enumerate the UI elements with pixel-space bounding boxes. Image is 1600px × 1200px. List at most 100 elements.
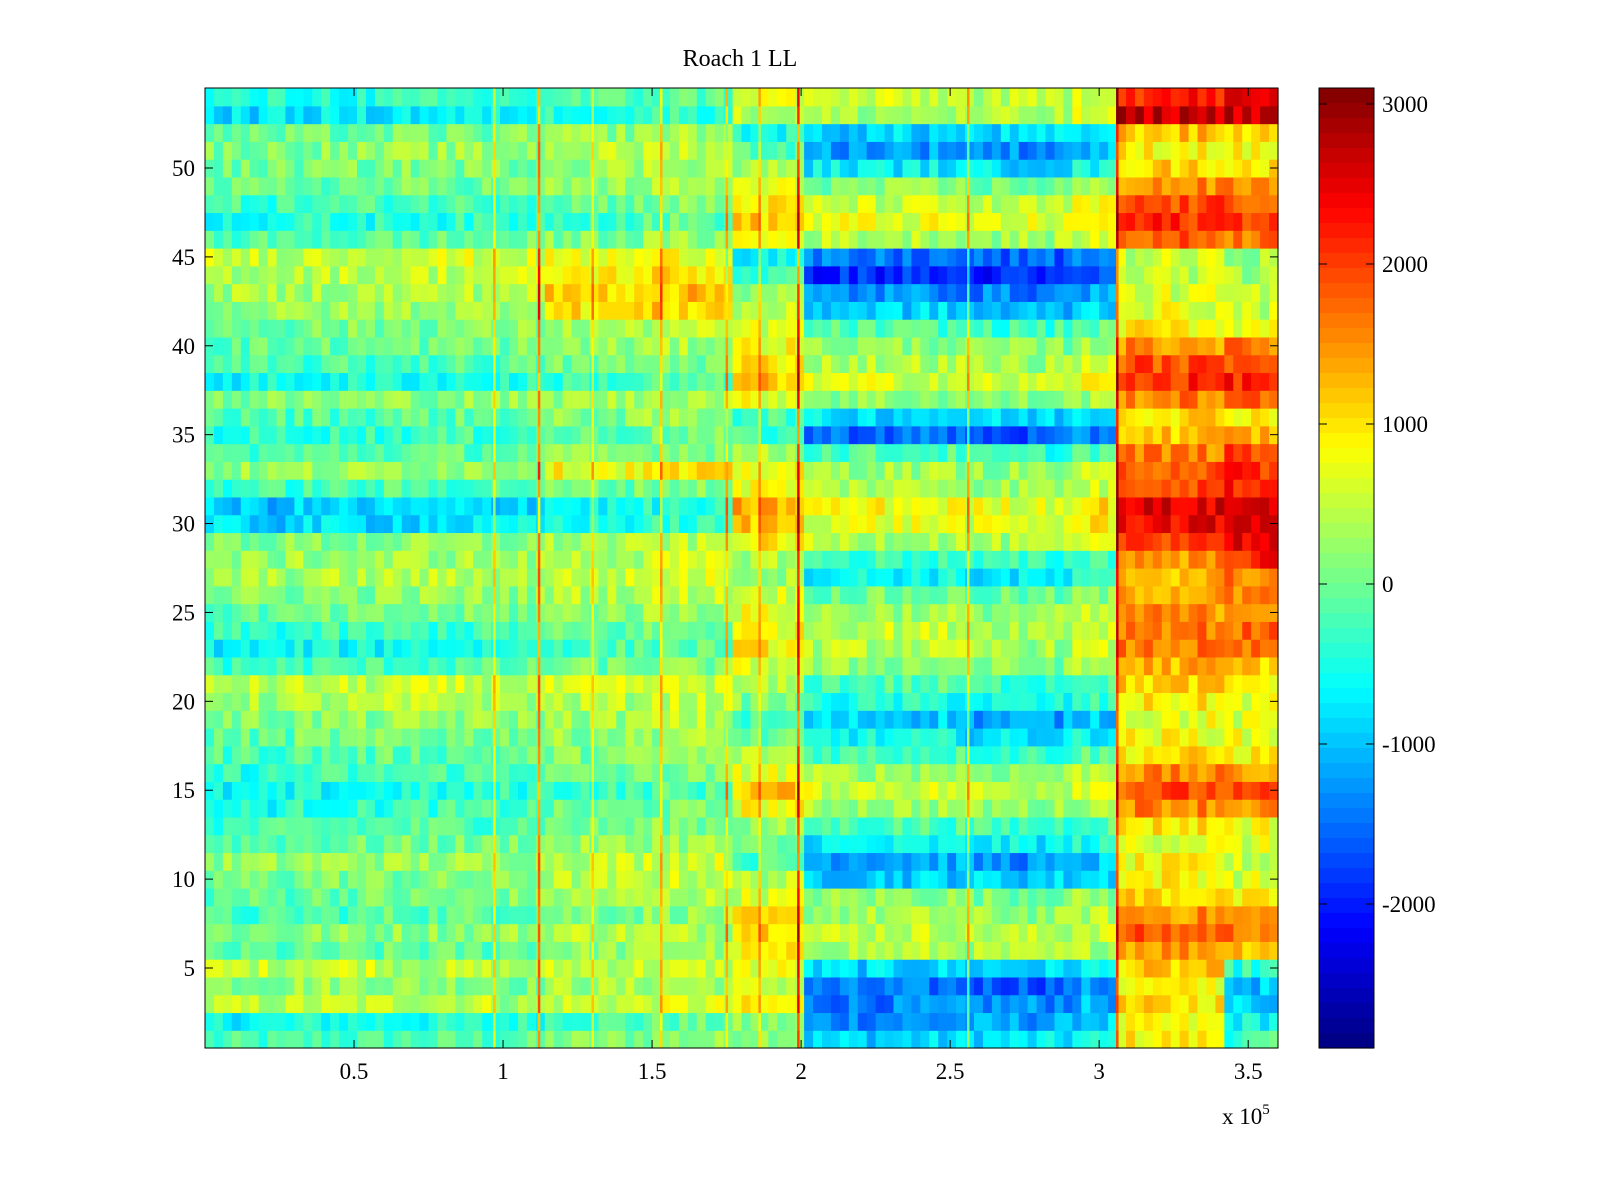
heatmap-cell [1045, 479, 1056, 498]
heatmap-cell [991, 372, 1002, 391]
heatmap-cell [678, 461, 689, 480]
heatmap-cell [562, 408, 573, 427]
heatmap-cell [965, 941, 975, 960]
heatmap-cell [804, 585, 814, 605]
heatmap-row [205, 496, 1279, 516]
heatmap-cell [777, 585, 787, 605]
heatmap-cell [1251, 941, 1261, 960]
heatmap-cell [1099, 603, 1109, 622]
heatmap-cell [240, 852, 251, 871]
heatmap-cell [938, 923, 948, 942]
heatmap-cell [1027, 408, 1038, 427]
heatmap-cell [1117, 408, 1127, 427]
heatmap-cell [339, 816, 349, 836]
heatmap-cell [813, 443, 823, 462]
heatmap-cell [1081, 319, 1091, 338]
heatmap-cell [938, 763, 948, 782]
heatmap-cell [1054, 568, 1064, 587]
heatmap-cell [777, 408, 787, 427]
heatmap-cell [482, 461, 492, 480]
heatmap-cell [544, 585, 555, 605]
heatmap-cell [643, 639, 653, 658]
heatmap-cell [804, 905, 814, 925]
heatmap-cell [696, 461, 707, 480]
heatmap-cell [687, 603, 698, 622]
heatmap-cell [1134, 941, 1145, 960]
heatmap-cell [911, 514, 921, 534]
heatmap-cell [348, 425, 358, 445]
heatmap-cell [616, 674, 626, 694]
heatmap-cell [777, 692, 787, 711]
heatmap-cell [240, 923, 251, 942]
heatmap-cell [982, 994, 993, 1014]
heatmap-cell [669, 959, 680, 978]
heatmap-cell [1045, 1030, 1056, 1049]
heatmap-cell [741, 336, 752, 356]
heatmap-cell [687, 532, 698, 551]
heatmap-cell [750, 728, 760, 747]
heatmap-cell [428, 621, 439, 640]
heatmap-cell [410, 728, 421, 747]
heatmap-cell [535, 781, 546, 800]
heatmap-cell [669, 354, 680, 374]
heatmap-row [205, 585, 1279, 605]
heatmap-cell [661, 425, 671, 445]
heatmap-cell [1125, 781, 1136, 800]
heatmap-cell [1027, 763, 1038, 782]
heatmap-cell [580, 568, 591, 587]
heatmap-cell [678, 834, 689, 854]
heatmap-cell [339, 888, 349, 907]
heatmap-cell [571, 870, 582, 889]
heatmap-cell [687, 745, 698, 765]
heatmap-cell [437, 354, 448, 374]
heatmap-cell [956, 514, 966, 534]
heatmap-cell [249, 621, 260, 640]
heatmap-cell [884, 692, 895, 711]
heatmap-cell [535, 994, 546, 1014]
heatmap-cell [1072, 585, 1082, 605]
heatmap-cell [741, 852, 752, 871]
heatmap-cell [1134, 319, 1145, 338]
heatmap-cell [741, 799, 752, 818]
heatmap-cell [464, 550, 474, 569]
heatmap-cell [696, 763, 707, 782]
heatmap-cell [759, 1030, 769, 1049]
heatmap-cell [795, 319, 805, 338]
heatmap-cell [848, 656, 859, 676]
heatmap-cell [1054, 319, 1064, 338]
heatmap-cell [276, 656, 287, 676]
heatmap-cell [1215, 674, 1225, 694]
heatmap-cell [419, 674, 430, 694]
heatmap-cell [643, 710, 653, 729]
heatmap-cell [330, 941, 340, 960]
heatmap-cell [625, 390, 635, 409]
heatmap-cell [571, 692, 582, 711]
heatmap-cell [419, 710, 430, 729]
heatmap-cell [401, 496, 412, 516]
heatmap-cell [312, 976, 322, 996]
heatmap-cell [598, 959, 608, 978]
heatmap-cell [464, 781, 474, 800]
heatmap-cell [1269, 585, 1279, 605]
heatmap-cell [240, 354, 251, 374]
heatmap-cell [383, 408, 394, 427]
heatmap-cell [669, 781, 680, 800]
heatmap-cell [526, 479, 537, 498]
heatmap-cell [517, 496, 528, 516]
heatmap-cell [687, 905, 698, 925]
heatmap-cell [956, 319, 966, 338]
heatmap-cell [1027, 728, 1038, 747]
heatmap-cell [965, 976, 975, 996]
heatmap-cell [249, 816, 260, 836]
heatmap-cell [276, 372, 287, 391]
heatmap-cell [669, 496, 680, 516]
heatmap-cell [267, 568, 278, 587]
heatmap-cell [669, 763, 680, 782]
heatmap-cell [669, 390, 680, 409]
heatmap-cell [1224, 870, 1234, 889]
heatmap-cell [848, 1030, 859, 1049]
heatmap-cell [437, 550, 448, 569]
heatmap-cell [929, 816, 939, 836]
heatmap-cell [1206, 585, 1217, 605]
